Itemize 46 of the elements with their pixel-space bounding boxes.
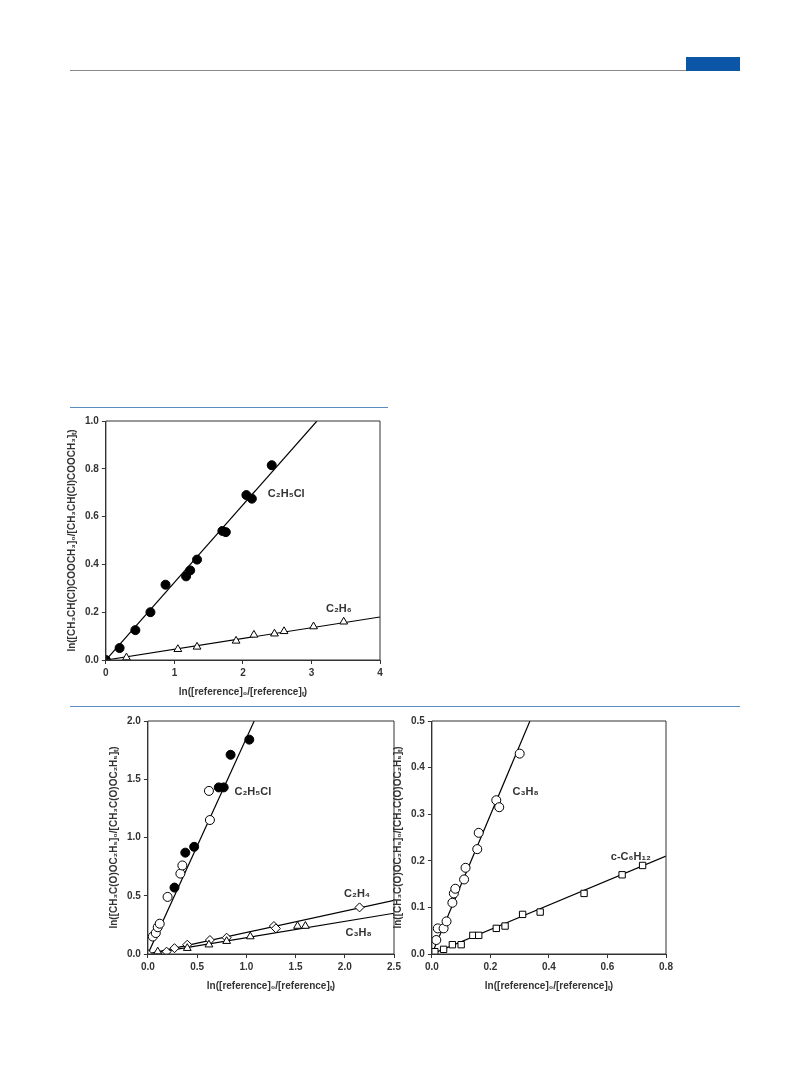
series-label: C₂H₅Cl: [267, 486, 305, 499]
x-tick-label: 1: [171, 666, 178, 678]
series-label: c-C₆H₁₂: [610, 849, 652, 862]
x-tick-label: 0.5: [190, 960, 205, 972]
y-axis-title: ln([CH₃C(O)OC₂H₅]₀/[CH₃C(O)OC₂H₅]ₜ): [107, 746, 119, 929]
y-tick-label: 0.3: [411, 807, 426, 819]
y-axis-title: ln([CH₃CH(Cl)COOCH₃]₀/[CH₃CH(Cl)COOCH₃]ₜ): [65, 429, 77, 652]
series-label: C₂H₄: [344, 887, 371, 900]
y-tick-label: 0.6: [85, 510, 100, 522]
y-tick-label: 2.0: [127, 714, 142, 726]
x-axis-title: ln([reference]₀/[reference]ₜ): [484, 979, 614, 991]
x-axis-title: ln([reference]₀/[reference]ₜ): [206, 979, 336, 991]
y-tick-label: 0.5: [127, 889, 142, 901]
x-axis-title: ln([reference]₀/[reference]ₜ): [178, 685, 308, 697]
x-tick-label: 0.0: [424, 960, 440, 972]
y-tick-label: 1.0: [85, 414, 100, 426]
x-tick-label: 2.0: [337, 960, 353, 972]
x-tick-label: 1.0: [239, 960, 254, 972]
y-tick-label: 0.2: [411, 854, 426, 866]
y-tick-label: 0.0: [127, 947, 142, 959]
x-tick-label: 3: [308, 666, 315, 678]
series-label: C₂H₆: [325, 602, 352, 615]
y-axis-title: ln([CH₃C(O)OC₂H₅]₀/[CH₃C(O)OC₂H₅]ₜ): [391, 746, 403, 929]
x-tick-label: 0.6: [600, 960, 615, 972]
x-tick-label: 0.8: [659, 960, 674, 972]
y-tick-label: 1.0: [127, 831, 142, 843]
x-tick-label: 0: [103, 666, 110, 678]
y-tick-label: 0.0: [85, 653, 100, 665]
x-tick-label: 1.5: [288, 960, 303, 972]
y-tick-label: 0.5: [411, 714, 426, 726]
y-tick-label: 0.4: [411, 761, 426, 773]
x-tick-label: 2: [240, 666, 247, 678]
y-tick-label: 0.8: [85, 462, 100, 474]
x-tick-label: 0.4: [542, 960, 557, 972]
series-label: C₃H₈: [345, 926, 372, 939]
y-tick-label: 0.0: [411, 947, 426, 959]
y-tick-label: 0.4: [85, 558, 100, 570]
y-tick-label: 0.2: [85, 605, 100, 617]
x-tick-label: 4: [377, 666, 384, 678]
y-tick-label: 0.1: [411, 901, 426, 913]
series-label: C₃H₈: [512, 785, 539, 798]
series-label: C₂H₅Cl: [234, 785, 272, 798]
y-tick-label: 1.5: [127, 773, 142, 784]
x-tick-label: 0.2: [483, 960, 498, 972]
x-tick-label: 0.0: [140, 960, 156, 972]
x-tick-label: 2.5: [387, 960, 402, 972]
